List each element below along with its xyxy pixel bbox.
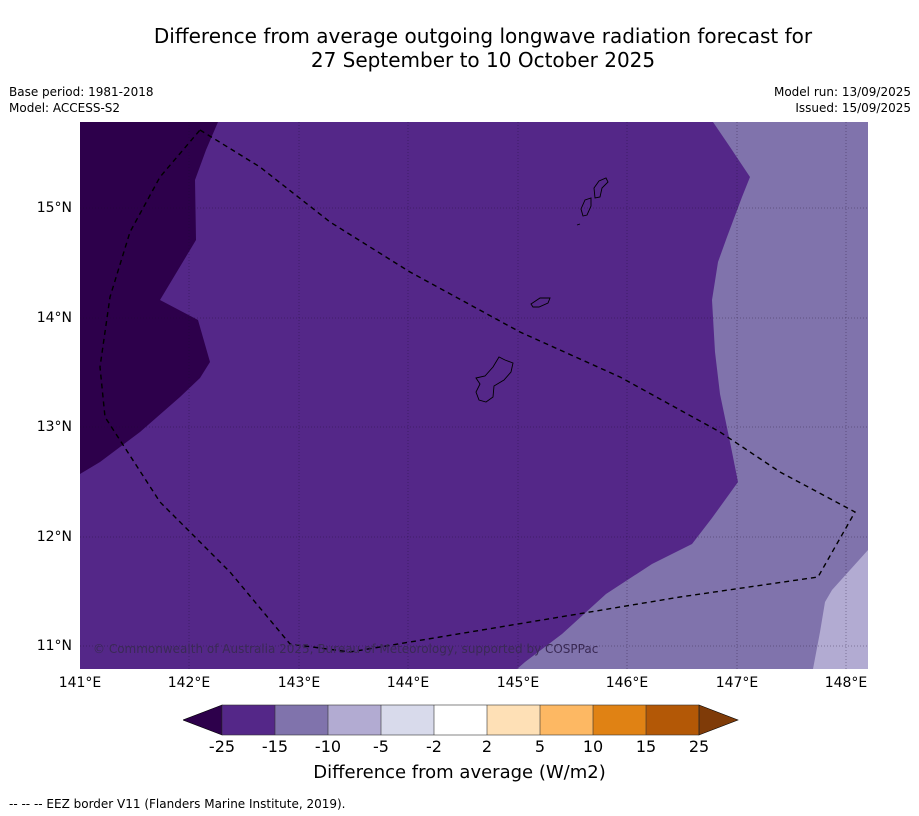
colorbar-bin-5 <box>434 705 487 735</box>
model-name: Model: ACCESS-S2 <box>9 101 121 115</box>
base-period: Base period: 1981-2018 <box>9 85 154 99</box>
map-region-below-minus25 <box>80 122 218 474</box>
lon-tick-147: 147°E <box>715 675 759 691</box>
model-run: Model run: 13/09/2025 <box>773 85 911 99</box>
eez-border <box>99 129 856 653</box>
lon-tick-145: 145°E <box>496 675 540 691</box>
colorbar-bin-1 <box>222 705 275 735</box>
title-line-1: Difference from average outgoing longwav… <box>153 24 813 48</box>
lon-tick-148: 148°E <box>824 675 868 691</box>
lat-tick-12: 12°N <box>36 529 72 545</box>
lat-tick-13: 13°N <box>36 419 72 435</box>
colorbar-tick-4: -5 <box>373 737 389 756</box>
lon-tick-142: 142°E <box>167 675 211 691</box>
colorbar-tick-5: -2 <box>426 737 442 756</box>
colorbar-tick-7: 5 <box>534 737 546 756</box>
colorbar-tick-9: 15 <box>635 737 657 756</box>
island-rota <box>530 297 551 308</box>
colorbar <box>183 704 739 736</box>
map-region-minus15-minus10 <box>517 122 868 669</box>
map-region-minus10-minus5 <box>813 550 868 669</box>
colorbar-bin-2 <box>275 705 328 735</box>
colorbar-tick-6: 2 <box>481 737 493 756</box>
colorbar-bin-3 <box>328 705 381 735</box>
colorbar-bin-6 <box>487 705 540 735</box>
lat-tick-15: 15°N <box>36 200 72 216</box>
colorbar-title: Difference from average (W/m2) <box>313 762 606 783</box>
colorbar-tick-10: 25 <box>688 737 710 756</box>
lon-tick-143: 143°E <box>277 675 321 691</box>
meta-left: Base period: 1981-2018 Model: ACCESS-S2 <box>9 84 154 116</box>
footer-eez-note: -- -- -- EEZ border V11 (Flanders Marine… <box>9 797 346 811</box>
copyright-notice: © Commonwealth of Australia 2025, Bureau… <box>93 642 599 656</box>
colorbar-bin-9 <box>646 705 699 735</box>
island-guam <box>475 356 514 403</box>
island-saipan <box>593 177 609 199</box>
islands <box>475 177 609 403</box>
colorbar-title-wrap: Difference from average (W/m2) <box>0 762 919 783</box>
lon-tick-141: 141°E <box>58 675 102 691</box>
title-line-2: 27 September to 10 October 2025 <box>310 48 656 72</box>
colorbar-extend-high <box>698 704 739 736</box>
issued-date: Issued: 15/09/2025 <box>795 101 911 115</box>
colorbar-tick-1: -25 <box>208 737 236 756</box>
colorbar-extend-low <box>183 704 223 736</box>
colorbar-bin-7 <box>540 705 593 735</box>
lon-tick-146: 146°E <box>605 675 649 691</box>
colorbar-tick-2: -15 <box>261 737 289 756</box>
colorbar-tick-3: -10 <box>314 737 342 756</box>
colorbar-bin-4 <box>381 705 434 735</box>
meta-right: Model run: 13/09/2025 Issued: 15/09/2025 <box>774 84 911 116</box>
map-panel <box>80 122 868 669</box>
island-tinian <box>580 197 592 217</box>
colorbar-tick-8: 10 <box>582 737 604 756</box>
island-aguijan <box>576 223 581 226</box>
colorbar-bin-8 <box>593 705 646 735</box>
lon-tick-144: 144°E <box>386 675 430 691</box>
lat-tick-14: 14°N <box>36 310 72 326</box>
chart-title: Difference from average outgoing longwav… <box>0 24 919 72</box>
map-gridlines <box>80 122 868 669</box>
lat-tick-11: 11°N <box>36 638 72 654</box>
